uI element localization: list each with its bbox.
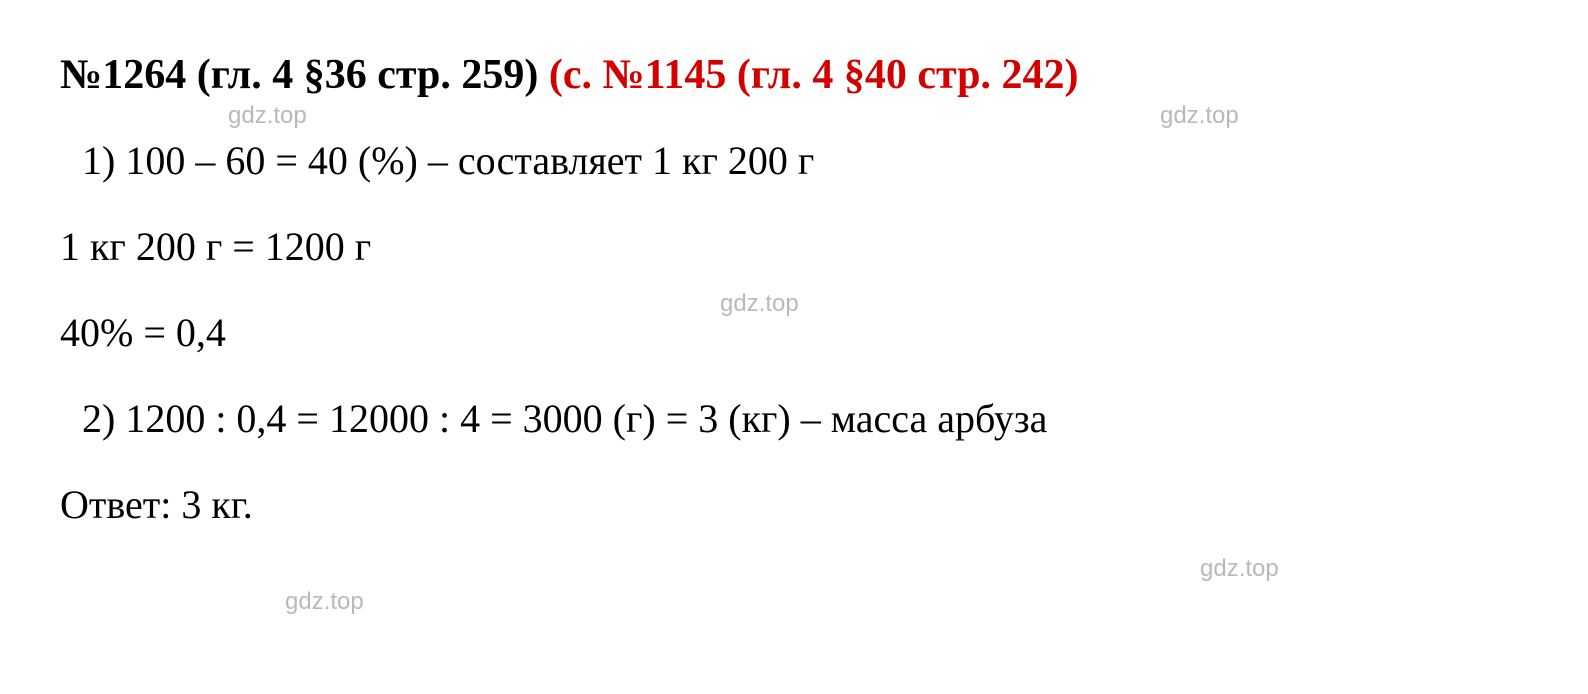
heading-black: №1264 (гл. 4 §36 стр. 259)	[60, 52, 549, 98]
solution-conversion-2: 40% = 0,4	[60, 308, 1540, 358]
watermark-text: gdz.top	[285, 588, 364, 616]
watermark-text: gdz.top	[1200, 555, 1279, 583]
solution-conversion-1: 1 кг 200 г = 1200 г	[60, 222, 1540, 272]
heading-red: (с. №1145 (гл. 4 §40 стр. 242)	[549, 52, 1079, 98]
problem-heading: №1264 (гл. 4 §36 стр. 259) (с. №1145 (гл…	[60, 50, 1540, 100]
solution-step-1: 1) 100 – 60 = 40 (%) – составляет 1 кг 2…	[60, 136, 1540, 186]
document-body: №1264 (гл. 4 §36 стр. 259) (с. №1145 (гл…	[60, 50, 1540, 530]
solution-answer: Ответ: 3 кг.	[60, 480, 1540, 530]
solution-step-2: 2) 1200 : 0,4 = 12000 : 4 = 3000 (г) = 3…	[60, 394, 1540, 444]
